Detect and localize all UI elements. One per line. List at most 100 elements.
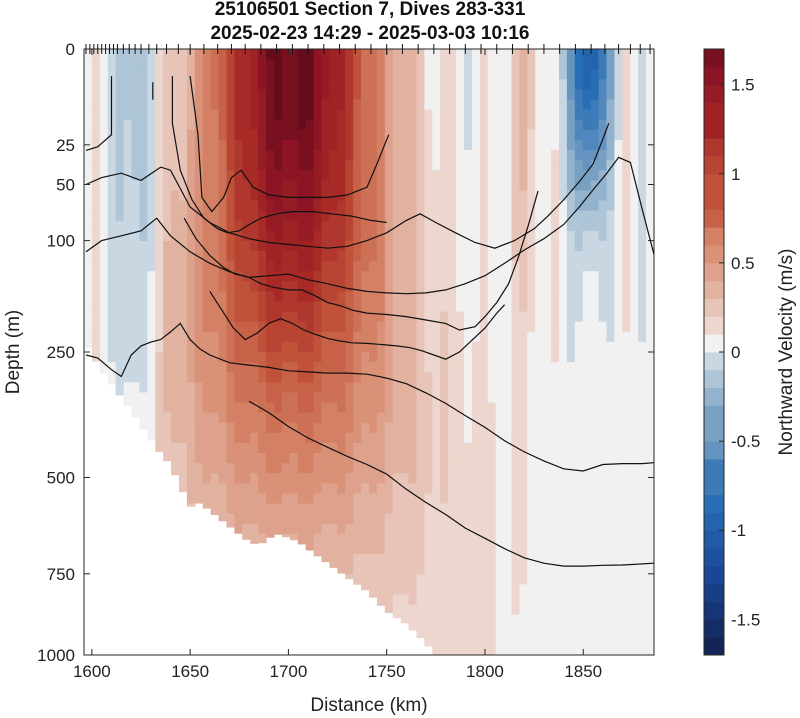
velocity-cell [606, 291, 616, 303]
velocity-cell [337, 210, 346, 222]
velocity-cell [84, 49, 93, 60]
velocity-cell [590, 382, 600, 393]
velocity-cell [574, 49, 584, 60]
velocity-cell [559, 240, 568, 252]
velocity-cell [147, 341, 156, 353]
velocity-cell [543, 261, 552, 272]
velocity-cell [543, 331, 552, 343]
velocity-cell [440, 432, 449, 444]
velocity-cell [392, 604, 402, 616]
velocity-cell [369, 463, 378, 474]
velocity-cell [503, 634, 513, 646]
velocity-cell [519, 200, 528, 212]
velocity-cell [432, 624, 441, 636]
velocity-cell [622, 59, 631, 70]
velocity-cell [384, 69, 394, 80]
velocity-cell [376, 483, 386, 494]
velocity-cell [281, 109, 291, 121]
velocity-cell [210, 109, 220, 121]
velocity-cell [353, 392, 362, 404]
velocity-cell [630, 190, 639, 202]
velocity-cell [503, 543, 513, 555]
velocity-cell [297, 190, 307, 202]
velocity-cell [321, 372, 331, 383]
velocity-cell [566, 644, 576, 655]
velocity-cell [179, 473, 188, 484]
velocity-cell [424, 382, 433, 393]
velocity-cell [487, 281, 497, 292]
velocity-cell [598, 160, 608, 171]
velocity-cell [313, 382, 323, 393]
velocity-cell [163, 240, 172, 252]
velocity-cell [337, 109, 346, 121]
velocity-cell [147, 230, 156, 242]
velocity-cell [622, 584, 631, 595]
velocity-cell [559, 230, 568, 242]
velocity-cell [416, 251, 426, 262]
velocity-cell [226, 210, 236, 222]
velocity-cell [107, 311, 117, 323]
velocity-cell [566, 119, 576, 131]
velocity-cell [337, 99, 346, 111]
velocity-cell [519, 453, 528, 464]
velocity-cell [630, 473, 639, 484]
velocity-cell [234, 422, 243, 434]
velocity-cell [274, 240, 283, 252]
velocity-cell [456, 190, 465, 202]
velocity-cell [598, 129, 608, 141]
velocity-cell [574, 139, 584, 151]
velocity-cell [408, 483, 418, 494]
velocity-cell [305, 180, 315, 191]
velocity-cell [242, 281, 251, 292]
velocity-cell [163, 230, 172, 242]
velocity-cell [171, 180, 180, 191]
velocity-cell [598, 412, 608, 424]
velocity-cell [424, 453, 433, 464]
velocity-cell [123, 220, 133, 232]
velocity-cell [646, 261, 654, 272]
velocity-cell [527, 210, 536, 222]
velocity-cell [471, 574, 481, 585]
velocity-cell [551, 230, 560, 242]
velocity-cell [582, 240, 592, 252]
velocity-cell [464, 251, 473, 262]
velocity-cell [376, 412, 386, 424]
velocity-cell [139, 261, 148, 272]
velocity-cell [519, 382, 528, 393]
velocity-cell [297, 513, 307, 525]
velocity-cell [448, 422, 457, 434]
velocity-cell [99, 321, 109, 333]
velocity-cell [369, 311, 378, 323]
velocity-cell [337, 180, 346, 191]
velocity-cell [337, 271, 346, 282]
velocity-cell [511, 69, 521, 80]
velocity-cell [432, 200, 441, 212]
velocity-cell [329, 291, 338, 303]
velocity-cell [139, 170, 148, 181]
velocity-cell [242, 453, 251, 464]
velocity-cell [84, 321, 93, 333]
velocity-cell [630, 321, 639, 333]
velocity-cell [622, 513, 631, 525]
velocity-cell [179, 220, 188, 232]
velocity-cell [210, 69, 220, 80]
velocity-cell [210, 89, 220, 101]
velocity-cell [281, 69, 291, 80]
velocity-cell [606, 271, 616, 282]
velocity-cell [131, 210, 141, 222]
velocity-cell [432, 493, 441, 505]
velocity-cell [598, 442, 608, 454]
velocity-cell [598, 503, 608, 515]
velocity-cell [266, 261, 275, 272]
velocity-cell [559, 352, 568, 363]
velocity-cell [464, 261, 473, 272]
velocity-cell [527, 372, 536, 383]
velocity-cell [511, 604, 521, 616]
velocity-cell [179, 412, 188, 424]
velocity-cell [456, 49, 465, 60]
velocity-cell [194, 230, 204, 242]
velocity-cell [131, 49, 141, 60]
velocity-cell [464, 533, 473, 545]
velocity-cell [551, 473, 560, 484]
velocity-cell [218, 220, 228, 232]
